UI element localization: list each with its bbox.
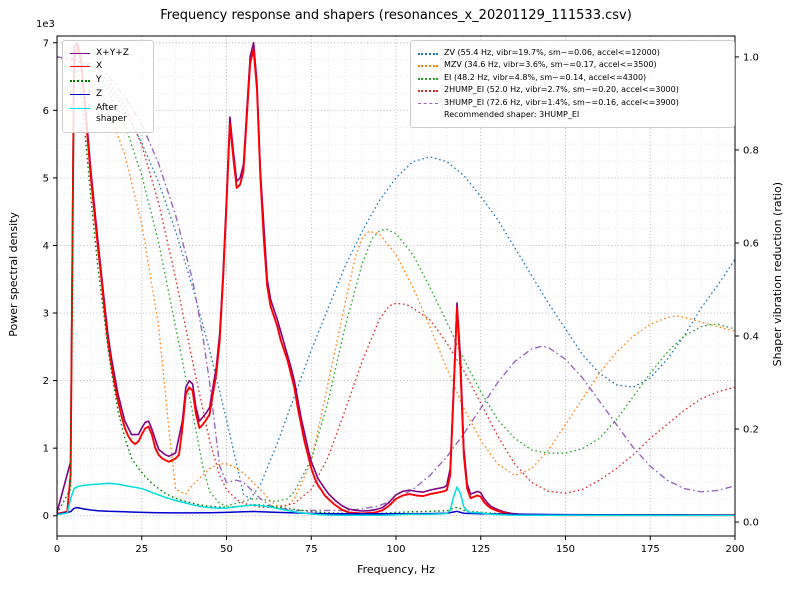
legend-item-x: X	[70, 61, 146, 72]
y-axis-label-left: Power spectral density	[7, 212, 20, 337]
legend-item-recommendation: Recommended shaper: 3HUMP_EI	[418, 110, 727, 120]
y-tick-label-left: 6	[43, 106, 49, 117]
legend-item-x-y-z: X+Y+Z	[70, 48, 146, 59]
legend-item-ei: EI (48.2 Hz, vibr=4.8%, sm~=0.14, accel<…	[418, 73, 727, 83]
y-tick-label-right: 0.6	[743, 238, 759, 249]
legend-label-3hump-ei: 3HUMP_EI (72.6 Hz, vibr=1.4%, sm~=0.16, …	[444, 97, 679, 107]
x-axis-label: Frequency, Hz	[357, 563, 435, 576]
series-z	[57, 506, 735, 516]
legend-line-sample-3hump-ei	[418, 102, 438, 104]
y-tick-label-left: 7	[43, 38, 49, 49]
y-tick-label-left: 3	[43, 309, 49, 320]
legend-line-sample-zv	[418, 52, 438, 55]
y-tick-label-left: 4	[43, 241, 49, 252]
legend-label-2hump-ei: 2HUMP_EI (52.0 Hz, vibr=2.7%, sm~=0.20, …	[444, 85, 679, 94]
legend-item-after-shaper: After shaper	[70, 103, 146, 126]
legend-label-zv: ZV (55.4 Hz, vibr=19.7%, sm~=0.06, accel…	[444, 47, 660, 57]
x-tick-label: 150	[556, 544, 575, 555]
x-tick-label: 25	[135, 544, 148, 555]
legend-line-sample-after-shaper	[70, 107, 90, 109]
legend-item-2hump-ei: 2HUMP_EI (52.0 Hz, vibr=2.7%, sm~=0.20, …	[418, 85, 727, 95]
legend-line-sample-z	[70, 93, 90, 95]
x-tick-label: 100	[386, 544, 405, 555]
legend-item-zv: ZV (55.4 Hz, vibr=19.7%, sm~=0.06, accel…	[418, 48, 727, 58]
shaper-legend: ZV (55.4 Hz, vibr=19.7%, sm~=0.06, accel…	[410, 40, 735, 128]
y-tick-label-right: 0.4	[743, 332, 759, 343]
legend-label-x: X	[96, 61, 103, 72]
y-tick-label-right: 1.0	[743, 52, 759, 63]
y-tick-label-left: 0	[43, 511, 49, 522]
legend-line-sample-y	[70, 80, 90, 82]
legend-line-sample-2hump-ei	[418, 90, 438, 92]
series-x	[57, 45, 735, 517]
x-tick-label: 75	[305, 544, 318, 555]
legend-line-sample-x	[70, 66, 90, 68]
series-y	[57, 69, 735, 516]
x-tick-label: 50	[220, 544, 233, 555]
series-zv	[57, 56, 735, 500]
series-x-y-z	[57, 41, 735, 516]
legend-label-after-shaper: After shaper	[96, 102, 127, 124]
x-tick-label: 0	[54, 544, 60, 555]
y-tick-label-right: 0.0	[743, 518, 759, 529]
legend-label-x-y-z: X+Y+Z	[96, 47, 129, 58]
series-after-shaper	[57, 482, 735, 517]
legend-item-z: Z	[70, 89, 146, 100]
legend-item-y: Y	[70, 75, 146, 86]
y-tick-label-left: 2	[43, 376, 49, 387]
legend-label-ei: EI (48.2 Hz, vibr=4.8%, sm~=0.14, accel<…	[444, 72, 647, 82]
legend-line-sample-ei	[418, 77, 438, 80]
psd-legend: X+Y+Z X Y Z After shaper	[62, 40, 154, 133]
legend-line-sample-x-y-z	[70, 52, 90, 54]
legend-label-z: Z	[96, 88, 103, 99]
y-tick-label-right: 0.8	[743, 145, 759, 156]
y-axis-label-right: Shaper vibration reduction (ratio)	[771, 182, 784, 367]
series-ei	[57, 56, 735, 507]
chart-title: Frequency response and shapers (resonanc…	[160, 8, 632, 23]
legend-item-3hump-ei: 3HUMP_EI (72.6 Hz, vibr=1.4%, sm~=0.16, …	[418, 98, 727, 108]
legend-label-recommendation: Recommended shaper: 3HUMP_EI	[444, 110, 580, 119]
x-tick-label: 125	[471, 544, 490, 555]
x-tick-label: 175	[641, 544, 660, 555]
y-tick-label-right: 0.2	[743, 425, 759, 436]
legend-label-y: Y	[96, 75, 102, 85]
legend-line-sample-mzv	[418, 65, 438, 67]
x-tick-label: 200	[725, 544, 744, 555]
legend-label-mzv: MZV (34.6 Hz, vibr=3.6%, sm~=0.17, accel…	[444, 60, 657, 69]
y-tick-label-left: 1	[43, 444, 49, 455]
legend-item-mzv: MZV (34.6 Hz, vibr=3.6%, sm~=0.17, accel…	[418, 60, 727, 70]
y-tick-label-left: 5	[43, 173, 49, 184]
y-axis-multiplier-label: 1e3	[36, 19, 55, 30]
